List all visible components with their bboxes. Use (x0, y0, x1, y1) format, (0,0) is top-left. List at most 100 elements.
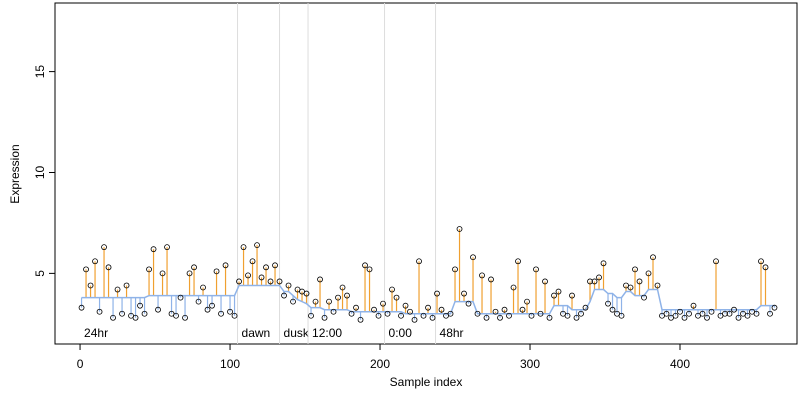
point (317, 276, 323, 283)
point (312, 298, 319, 305)
point (492, 308, 499, 315)
point (321, 314, 328, 321)
point (159, 270, 166, 277)
fit-line (81, 284, 775, 315)
point (276, 278, 283, 285)
point (195, 298, 202, 305)
point (204, 306, 211, 313)
point (591, 278, 598, 285)
point (150, 246, 157, 253)
point (699, 310, 706, 317)
annotation-label: 12:00 (312, 326, 342, 340)
point (528, 312, 535, 319)
annotation-label: 0:00 (389, 326, 413, 340)
point (213, 268, 220, 275)
point (771, 304, 778, 311)
annotation-label: 24hr (84, 326, 108, 340)
point (618, 312, 625, 319)
point (263, 264, 269, 271)
point (438, 306, 445, 313)
point (452, 266, 458, 273)
point (510, 284, 517, 291)
point (200, 284, 206, 291)
point (137, 302, 143, 309)
point (326, 298, 332, 305)
point (551, 292, 557, 299)
point (87, 282, 94, 289)
point (636, 278, 643, 285)
point (411, 316, 418, 323)
point (582, 304, 589, 311)
point (686, 310, 692, 317)
annotation-label: dusk (284, 326, 310, 340)
point (285, 282, 292, 289)
point (425, 304, 431, 311)
point (182, 314, 188, 321)
point (393, 294, 400, 301)
point (456, 226, 463, 232)
plot-frame (54, 2, 798, 345)
point (281, 292, 287, 299)
point (713, 258, 719, 265)
point (218, 310, 224, 317)
point (533, 266, 539, 273)
point (605, 300, 611, 307)
y-tick-label: 5 (33, 270, 47, 277)
point (474, 310, 481, 317)
point (339, 284, 346, 291)
point (632, 266, 638, 273)
point (96, 308, 103, 315)
point (722, 310, 728, 317)
x-tick-label: 0 (77, 357, 84, 371)
point (177, 294, 184, 301)
point (767, 310, 773, 317)
point (222, 262, 229, 269)
point (663, 310, 670, 317)
x-tick-label: 100 (220, 357, 240, 371)
point (416, 258, 422, 265)
annotation-label: 48hr (440, 326, 464, 340)
point (366, 266, 373, 273)
point (726, 310, 733, 317)
point (402, 302, 409, 309)
point (573, 314, 580, 321)
point (497, 314, 503, 321)
point (227, 308, 233, 315)
point (488, 276, 494, 283)
point (380, 300, 386, 307)
point (735, 314, 742, 321)
point (677, 308, 683, 315)
point (524, 298, 530, 305)
point (173, 312, 179, 319)
annotation-label: dawn (242, 326, 271, 340)
point (470, 254, 476, 261)
point (609, 306, 616, 313)
point (371, 306, 377, 313)
point (645, 270, 652, 277)
point (681, 314, 688, 321)
point (83, 266, 89, 273)
point (186, 270, 193, 277)
point (101, 244, 107, 251)
point (704, 314, 710, 321)
point (650, 254, 656, 261)
point (348, 310, 355, 317)
point (236, 278, 242, 285)
point (308, 312, 314, 319)
point (627, 284, 634, 291)
point (231, 312, 238, 319)
point (641, 294, 647, 301)
point (596, 274, 602, 281)
point (519, 306, 526, 313)
point (501, 306, 508, 313)
point (357, 316, 364, 323)
point (420, 312, 427, 319)
point (744, 312, 751, 319)
point (290, 298, 296, 305)
point (344, 292, 350, 299)
point (384, 310, 391, 317)
x-tick-label: 400 (670, 357, 690, 371)
point (330, 308, 337, 315)
point (555, 288, 562, 295)
